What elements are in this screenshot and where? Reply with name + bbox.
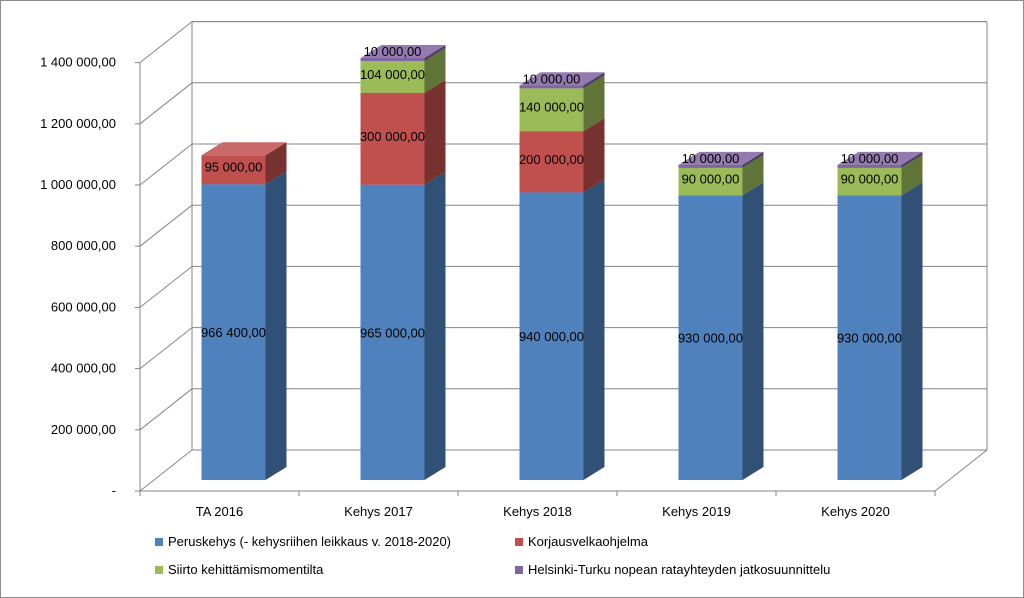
data-label: 965 000,00 xyxy=(360,325,425,340)
data-label: 940 000,00 xyxy=(519,329,584,344)
bar-segment xyxy=(678,167,743,196)
y-tick-label: 1 000 000,00 xyxy=(40,177,116,192)
bar-segment xyxy=(519,192,584,481)
y-tick-label: 400 000,00 xyxy=(51,361,116,376)
x-tick-label: Kehys 2019 xyxy=(662,504,731,519)
bar-stack xyxy=(678,151,764,481)
bar-segment-side xyxy=(583,118,605,193)
bar-segment xyxy=(519,85,584,89)
y-axis-ticks: - 200 000,00 400 000,00 600 000,00 800 000,0… xyxy=(40,55,936,498)
data-label: 930 000,00 xyxy=(678,331,743,346)
bar-segment xyxy=(837,164,902,168)
gridline-side xyxy=(139,82,193,125)
bar-segment xyxy=(519,88,584,132)
data-label: 300 000,00 xyxy=(360,129,425,144)
bar-segment-side xyxy=(742,151,764,168)
y-tick-label: 200 000,00 xyxy=(51,422,116,437)
x-tick-label: Kehys 2018 xyxy=(503,504,572,519)
bar-segment xyxy=(678,164,743,168)
bar-segment-side xyxy=(583,75,605,132)
gridline-side xyxy=(139,204,193,247)
bar-stack xyxy=(360,45,446,480)
y-tick-label: 800 000,00 xyxy=(51,238,116,253)
bar-segment-side xyxy=(424,45,446,62)
gridline-side xyxy=(139,21,193,63)
bar-segment xyxy=(678,195,743,481)
y-tick-label: 1 200 000,00 xyxy=(40,116,116,131)
bar-segment xyxy=(360,92,425,185)
data-label: 104 000,00 xyxy=(360,67,425,82)
bar-segment-side xyxy=(424,171,446,480)
bar-segment-side xyxy=(265,142,287,185)
bar-segment xyxy=(201,155,266,185)
x-tick-label: TA 2016 xyxy=(196,504,243,519)
bar-segment xyxy=(360,184,425,480)
legend-label: Korjausvelkaohjelma xyxy=(528,534,648,549)
data-label: 90 000,00 xyxy=(841,172,899,187)
data-label: 90 000,00 xyxy=(682,172,740,187)
bar-segment-side xyxy=(742,182,764,481)
data-label: 95 000,00 xyxy=(205,160,263,175)
data-label: 966 400,00 xyxy=(201,325,266,340)
data-label: 10 000,00 xyxy=(523,71,581,86)
bar-stack xyxy=(519,72,605,481)
legend-swatch xyxy=(515,537,523,546)
bar-segment-side xyxy=(901,182,923,481)
gridline-side xyxy=(139,388,193,431)
legend-item: Peruskehys (- kehysriihen leikkaus v. 20… xyxy=(155,534,451,549)
bar-segment-top xyxy=(360,45,446,59)
data-label: 140 000,00 xyxy=(519,100,584,115)
bar-segment-top xyxy=(519,72,605,86)
bar-segment xyxy=(837,195,902,481)
bar-segment-side xyxy=(265,171,287,480)
bar-stack xyxy=(837,151,923,481)
legend-swatch xyxy=(155,565,163,574)
bar-segment-side xyxy=(901,154,923,196)
bar-segment xyxy=(360,58,425,62)
data-label: 930 000,00 xyxy=(837,331,902,346)
bar-segment-side xyxy=(424,48,446,93)
legend-label: Peruskehys (- kehysriihen leikkaus v. 20… xyxy=(168,534,452,549)
bar-segment xyxy=(519,131,584,193)
legend: Peruskehys (- kehysriihen leikkaus v. 20… xyxy=(155,534,915,590)
gridline-side xyxy=(139,266,193,308)
floor-edge-right xyxy=(934,449,988,492)
legend-label: Helsinki-Turku nopean ratayhteyden jatko… xyxy=(528,562,831,577)
bar-segment-side xyxy=(742,154,764,196)
data-label: 10 000,00 xyxy=(841,151,899,166)
legend-swatch xyxy=(515,565,523,574)
legend-item: Helsinki-Turku nopean ratayhteyden jatko… xyxy=(515,562,830,577)
bar-stacks xyxy=(201,45,923,481)
bar-segment-side xyxy=(583,179,605,481)
y-tick-label: - xyxy=(112,483,116,498)
gridline-side xyxy=(139,449,193,492)
y-tick-label: 600 000,00 xyxy=(51,299,116,314)
bar-segment-side xyxy=(583,72,605,89)
data-labels: 966 400,00 95 000,00 965 000,00 300 000,00 1… xyxy=(201,44,902,346)
gridline-side xyxy=(139,327,193,369)
gridline-side xyxy=(139,143,193,186)
x-tick-label: Kehys 2017 xyxy=(344,504,413,519)
bar-segment-top xyxy=(837,151,923,165)
data-label: 200 000,00 xyxy=(519,152,584,167)
bar-segment-side xyxy=(424,79,446,185)
data-label: 10 000,00 xyxy=(364,44,422,59)
bar-segment xyxy=(360,61,425,93)
legend-label: Siirto kehittämismomentilta xyxy=(168,562,324,577)
bar-segment-top xyxy=(201,142,287,156)
bar-stack xyxy=(201,142,287,480)
x-tick-label: Kehys 2020 xyxy=(821,504,890,519)
y-tick-label: 1 400 000,00 xyxy=(40,55,116,70)
x-axis-labels: TA 2016 Kehys 2017 Kehys 2018 Kehys 2019 Keh… xyxy=(196,504,890,519)
legend-swatch xyxy=(155,537,163,546)
data-label: 10 000,00 xyxy=(682,151,740,166)
bar-segment-top xyxy=(678,151,764,165)
bar-segment xyxy=(201,184,266,480)
bar-segment xyxy=(837,167,902,196)
bar-segment-side xyxy=(901,151,923,168)
legend-item: Korjausvelkaohjelma xyxy=(515,534,648,549)
legend-item: Siirto kehittämismomentilta xyxy=(155,562,323,577)
